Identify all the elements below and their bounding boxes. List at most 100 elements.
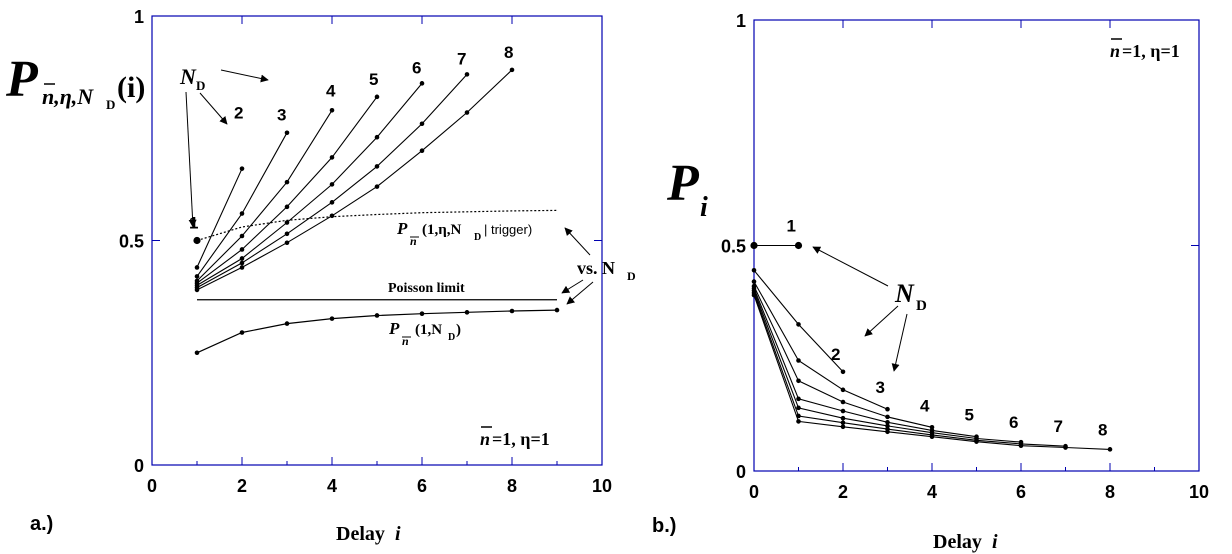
trigger-label-cond: | trigger) xyxy=(484,222,532,237)
nd-arrow-a-3 xyxy=(220,69,269,83)
data-point xyxy=(194,274,200,279)
series-label-nd-4: 4 xyxy=(920,396,930,415)
panel-b-axis-ticks xyxy=(753,19,1200,472)
marginal-curve-points xyxy=(194,307,560,356)
data-point xyxy=(885,423,890,429)
data-point xyxy=(464,110,470,115)
data-point xyxy=(840,387,846,393)
data-point xyxy=(193,236,201,245)
data-point xyxy=(329,182,335,187)
series-label-nd-3: 3 xyxy=(277,106,286,125)
series-line-nd-8 xyxy=(196,69,513,291)
nd-label-a-sub: D xyxy=(196,78,205,93)
data-point xyxy=(796,419,801,424)
data-point xyxy=(374,134,380,140)
data-point xyxy=(284,231,290,237)
marginal-label-close: ) xyxy=(456,322,461,338)
y-tick-label: 0 xyxy=(736,462,746,482)
data-point xyxy=(329,200,335,205)
data-point xyxy=(239,265,245,270)
poisson-label: Poisson limit xyxy=(388,281,465,296)
trigger-label-argsub: D xyxy=(474,232,481,243)
data-point xyxy=(239,256,245,261)
panel-a-xlabel: Delay xyxy=(336,523,385,545)
series-line-nd-6 xyxy=(196,83,423,286)
x-tick-label: 6 xyxy=(417,476,427,496)
nd-arrow-a-2 xyxy=(199,92,228,125)
data-point xyxy=(374,94,380,100)
series-line-nd-5 xyxy=(753,288,977,438)
data-point xyxy=(1063,445,1068,450)
vs-arrow-poisson xyxy=(561,279,584,294)
series-label-nd-2: 2 xyxy=(234,104,243,123)
x-tick-label: 4 xyxy=(327,476,337,496)
data-point xyxy=(840,399,846,405)
data-point xyxy=(284,204,290,210)
data-point xyxy=(840,424,846,430)
data-point xyxy=(750,241,758,250)
marginal-point xyxy=(374,313,380,318)
data-point xyxy=(419,148,425,153)
data-point xyxy=(419,121,425,127)
data-point xyxy=(284,179,290,185)
data-point xyxy=(329,107,335,113)
panel-a-ylabel-subsub: D xyxy=(106,97,115,112)
data-point xyxy=(796,322,801,327)
nd-label-a: N xyxy=(179,64,197,89)
marginal-label-arg: (1,N xyxy=(415,322,442,338)
marginal-point xyxy=(509,308,515,314)
data-point xyxy=(284,240,290,246)
panel-a-axis-ticks xyxy=(151,15,603,466)
series-line-nd-4 xyxy=(196,110,333,282)
series-line-nd-3 xyxy=(753,281,888,410)
series-label-nd-8: 8 xyxy=(504,43,513,62)
trigger-label-p: P xyxy=(396,219,408,238)
data-point xyxy=(840,420,846,426)
data-point xyxy=(796,358,801,363)
marginal-point xyxy=(329,316,335,321)
vs-arrow-trigger xyxy=(564,227,591,256)
data-point xyxy=(840,415,846,421)
nd-arrow-a-1 xyxy=(185,91,197,228)
x-tick-label: 2 xyxy=(237,476,247,496)
series-label-nd-5: 5 xyxy=(965,406,974,425)
series-label-nd-5: 5 xyxy=(369,70,378,89)
data-point xyxy=(794,241,803,250)
data-point xyxy=(929,424,935,430)
series-line-nd-2 xyxy=(196,168,243,268)
panel-b-xlabel-var: i xyxy=(992,531,998,553)
x-tick-label: 6 xyxy=(1016,482,1026,502)
panel-a-xlabel-var: i xyxy=(395,523,401,545)
data-point xyxy=(840,408,846,414)
data-point xyxy=(329,155,335,160)
x-tick-label: 4 xyxy=(927,482,937,502)
y-tick-label: 1 xyxy=(134,7,144,27)
y-tick-label: 1 xyxy=(736,11,746,31)
data-point xyxy=(194,287,200,293)
data-point xyxy=(239,166,245,171)
panel-a-tick-labels: 0 2 4 6 8 10 0 0.5 1 xyxy=(119,7,612,496)
data-point xyxy=(796,396,801,402)
marginal-label-n: n xyxy=(402,334,409,348)
data-point xyxy=(239,260,245,266)
series-label-nd-1: 1 xyxy=(189,214,198,233)
nd-label-b: N xyxy=(894,279,915,308)
y-tick-label: 0.5 xyxy=(721,237,746,257)
panel-a-ylabel: P xyxy=(5,51,39,108)
data-point xyxy=(885,419,890,425)
panel-b-ylabel: P xyxy=(666,155,700,212)
series-label-nd-7: 7 xyxy=(1054,417,1063,436)
panel-a-ylabel-sub: n,η,N xyxy=(42,84,94,109)
data-point xyxy=(796,378,801,384)
data-point xyxy=(284,220,290,225)
param-a-n: n xyxy=(480,429,490,449)
data-point xyxy=(419,81,425,86)
series-label-nd-6: 6 xyxy=(1009,413,1018,432)
data-point xyxy=(509,67,515,73)
marginal-point xyxy=(554,307,560,313)
data-point xyxy=(885,429,890,435)
data-point xyxy=(840,369,846,375)
marginal-point xyxy=(284,321,290,326)
panel-b-series: 1 2 3 4 5 6 7 8 xyxy=(750,217,1113,452)
